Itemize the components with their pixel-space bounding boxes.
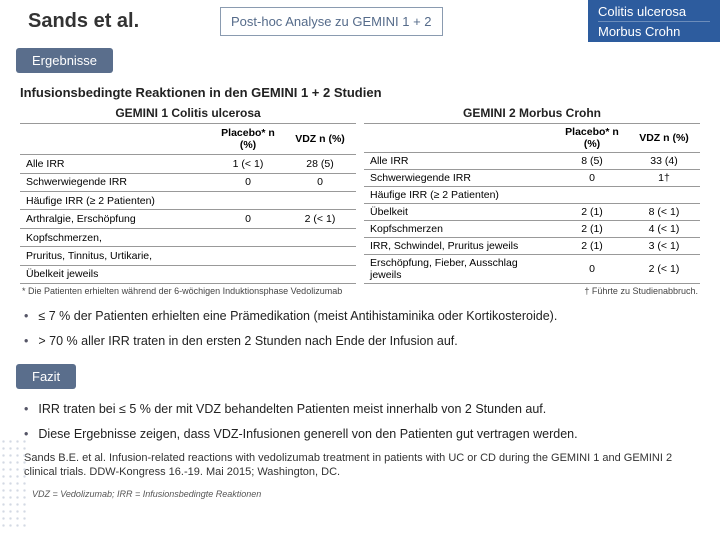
- table-footnotes: * Die Patienten erhielten während der 6-…: [0, 284, 720, 296]
- citation-text: Sands B.E. et al. Infusion-related react…: [24, 451, 696, 480]
- disease-2: Morbus Crohn: [598, 22, 710, 41]
- table-row: Pruritus, Tinnitus, Urtikarie,: [20, 247, 356, 265]
- results-bullets: •≤ 7 % der Patienten erhielten eine Präm…: [24, 308, 696, 350]
- table-row: Alle IRR8 (5)33 (4): [364, 153, 700, 170]
- bullet-item: •IRR traten bei ≤ 5 % der mit VDZ behand…: [24, 401, 696, 418]
- bullet-item: •≤ 7 % der Patienten erhielten eine Präm…: [24, 308, 696, 325]
- table-row: Erschöpfung, Fieber, Ausschlag jeweils02…: [364, 255, 700, 284]
- table-row: Häufige IRR (≥ 2 Patienten): [20, 192, 356, 210]
- table-row: Kopfschmerzen,: [20, 228, 356, 246]
- analysis-subtitle: Post-hoc Analyse zu GEMINI 1 + 2: [220, 7, 443, 36]
- table-row: Alle IRR1 (< 1)28 (5): [20, 155, 356, 173]
- conclusion-tab: Fazit: [16, 364, 76, 389]
- table-row: Schwerwiegende IRR00: [20, 173, 356, 191]
- disease-box: Colitis ulcerosa Morbus Crohn: [588, 0, 720, 42]
- bullet-item: •Diese Ergebnisse zeigen, dass VDZ-Infus…: [24, 426, 696, 443]
- gemini2-table: GEMINI 2 Morbus Crohn Placebo* n (%) VDZ…: [364, 106, 700, 284]
- decorative-dots: [0, 438, 28, 528]
- disease-1: Colitis ulcerosa: [598, 2, 710, 22]
- table-row: Schwerwiegende IRR01†: [364, 170, 700, 187]
- conclusion-bullets: •IRR traten bei ≤ 5 % der mit VDZ behand…: [24, 401, 696, 443]
- table-row: Arthralgie, Erschöpfung02 (< 1): [20, 210, 356, 228]
- table-header-row: Placebo* n (%) VDZ n (%): [364, 124, 700, 153]
- bullet-item: •> 70 % aller IRR traten in den ersten 2…: [24, 333, 696, 350]
- table-heading: Infusionsbedingte Reaktionen in den GEMI…: [20, 85, 720, 100]
- tables-container: GEMINI 1 Colitis ulcerosa Placebo* n (%)…: [0, 106, 720, 284]
- table-row: Häufige IRR (≥ 2 Patienten): [364, 187, 700, 204]
- slide-header: Sands et al. Post-hoc Analyse zu GEMINI …: [0, 0, 720, 42]
- table-row: Übelkeit jeweils: [20, 265, 356, 283]
- table-row: IRR, Schwindel, Pruritus jeweils2 (1)3 (…: [364, 238, 700, 255]
- table-row: Übelkeit2 (1)8 (< 1): [364, 204, 700, 221]
- table1-caption: GEMINI 1 Colitis ulcerosa: [20, 106, 356, 123]
- table-row: Kopfschmerzen2 (1)4 (< 1): [364, 221, 700, 238]
- table-header-row: Placebo* n (%) VDZ n (%): [20, 124, 356, 155]
- footnote-left: * Die Patienten erhielten während der 6-…: [22, 286, 564, 296]
- gemini1-table: GEMINI 1 Colitis ulcerosa Placebo* n (%)…: [20, 106, 356, 284]
- abbreviations: VDZ = Vedolizumab; IRR = Infusionsbeding…: [32, 489, 720, 499]
- results-tab: Ergebnisse: [16, 48, 113, 73]
- table2-caption: GEMINI 2 Morbus Crohn: [364, 106, 700, 123]
- footnote-right: † Führte zu Studienabbruch.: [584, 286, 698, 296]
- author-title: Sands et al.: [0, 10, 220, 33]
